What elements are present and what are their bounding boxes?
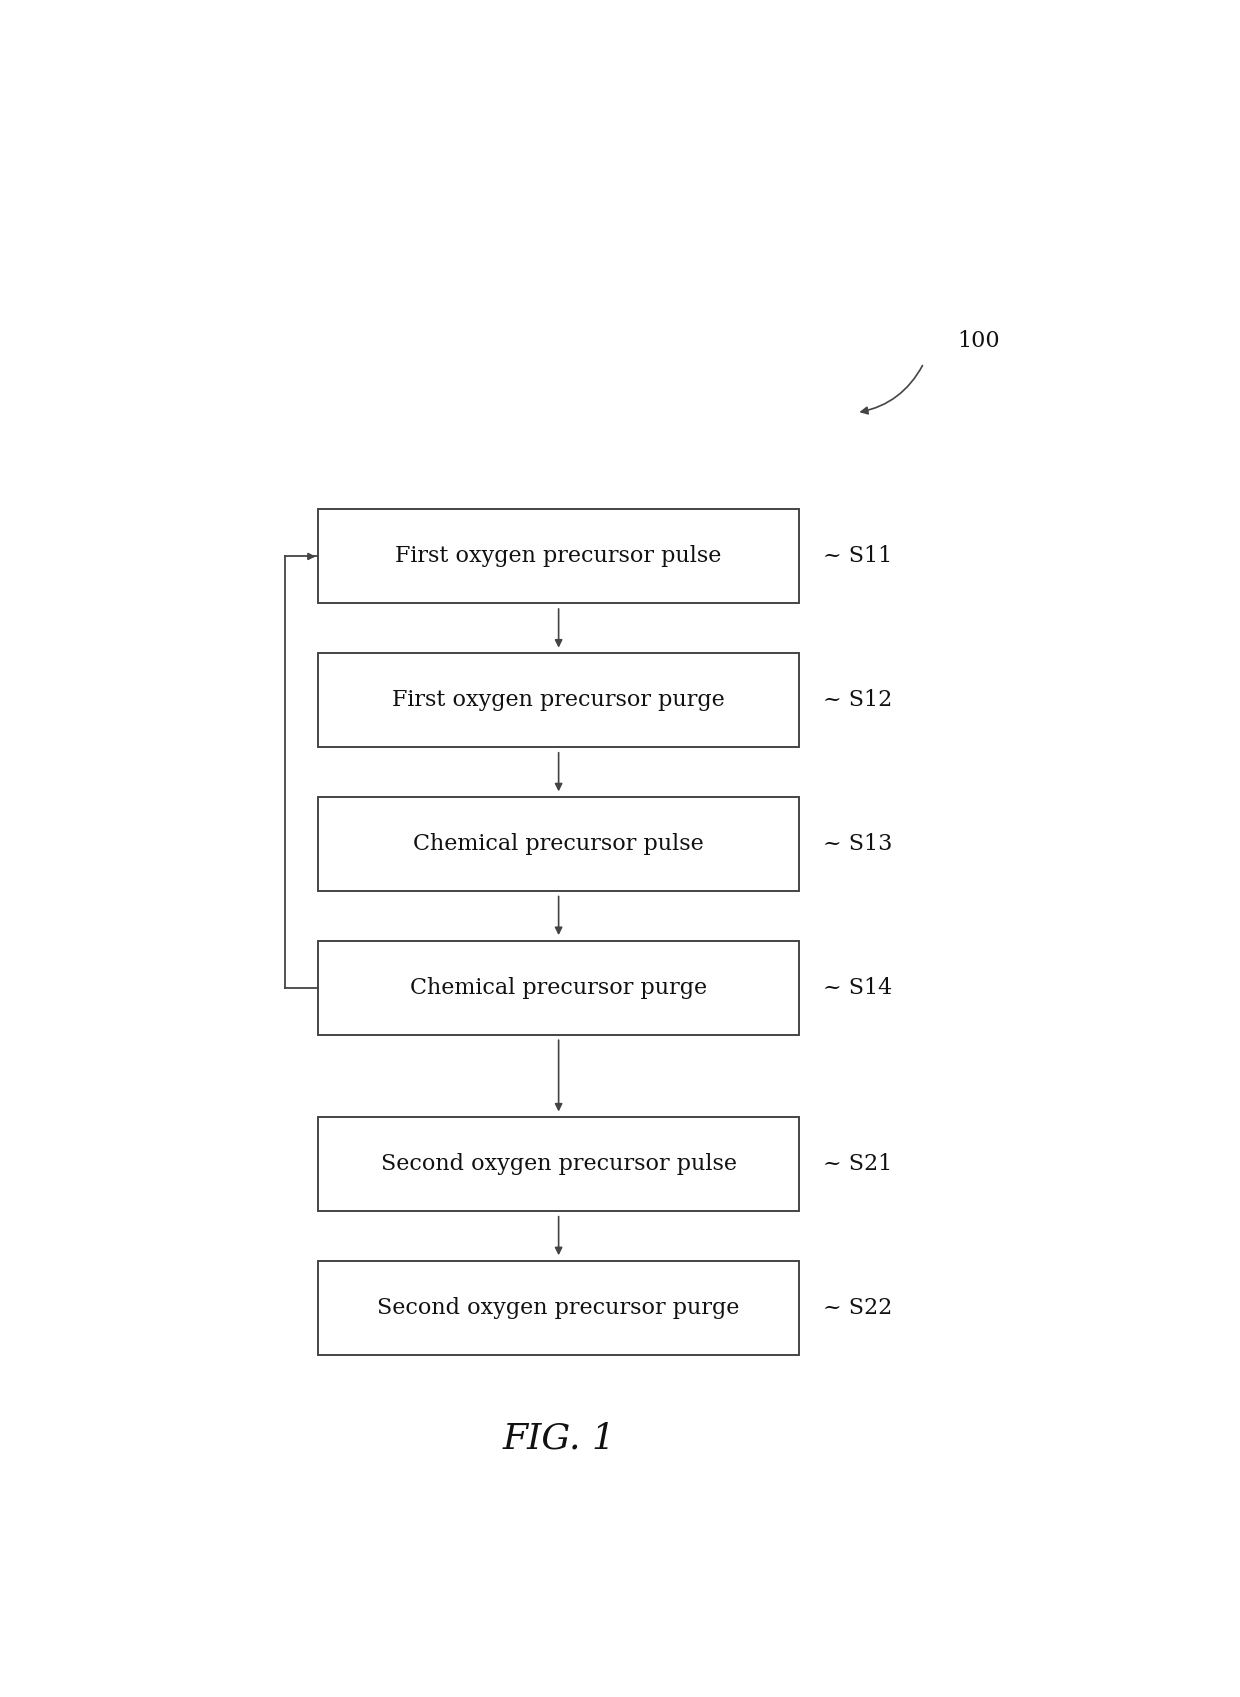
FancyBboxPatch shape [319,1117,799,1212]
Text: ~ S21: ~ S21 [823,1152,892,1174]
Text: First oxygen precursor purge: First oxygen precursor purge [392,689,725,711]
Text: ~ S13: ~ S13 [823,833,893,855]
FancyBboxPatch shape [319,798,799,891]
Text: Chemical precursor pulse: Chemical precursor pulse [413,833,704,855]
Text: Chemical precursor purge: Chemical precursor purge [410,977,707,998]
Text: 100: 100 [957,329,999,351]
Text: ~ S11: ~ S11 [823,545,892,567]
Text: Second oxygen precursor pulse: Second oxygen precursor pulse [381,1152,737,1174]
Text: FIG. 1: FIG. 1 [502,1422,615,1456]
FancyBboxPatch shape [319,1261,799,1354]
Text: Second oxygen precursor purge: Second oxygen precursor purge [377,1297,740,1319]
FancyBboxPatch shape [319,509,799,604]
FancyBboxPatch shape [319,653,799,747]
Text: ~ S14: ~ S14 [823,977,892,998]
Text: ~ S12: ~ S12 [823,689,892,711]
Text: ~ S22: ~ S22 [823,1297,892,1319]
Text: First oxygen precursor pulse: First oxygen precursor pulse [396,545,722,567]
FancyBboxPatch shape [319,940,799,1035]
